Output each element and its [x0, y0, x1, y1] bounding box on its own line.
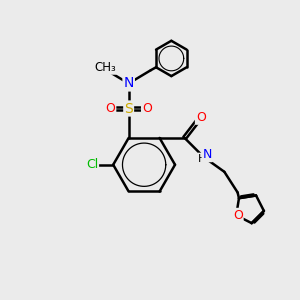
Text: O: O: [196, 111, 206, 124]
Text: N: N: [202, 148, 212, 161]
Text: CH₃: CH₃: [94, 61, 116, 74]
Text: Cl: Cl: [86, 158, 98, 171]
Text: N: N: [124, 76, 134, 91]
Text: S: S: [124, 101, 133, 116]
Text: O: O: [106, 102, 115, 115]
Text: H: H: [198, 154, 206, 164]
Text: O: O: [233, 209, 243, 222]
Text: O: O: [142, 102, 152, 115]
